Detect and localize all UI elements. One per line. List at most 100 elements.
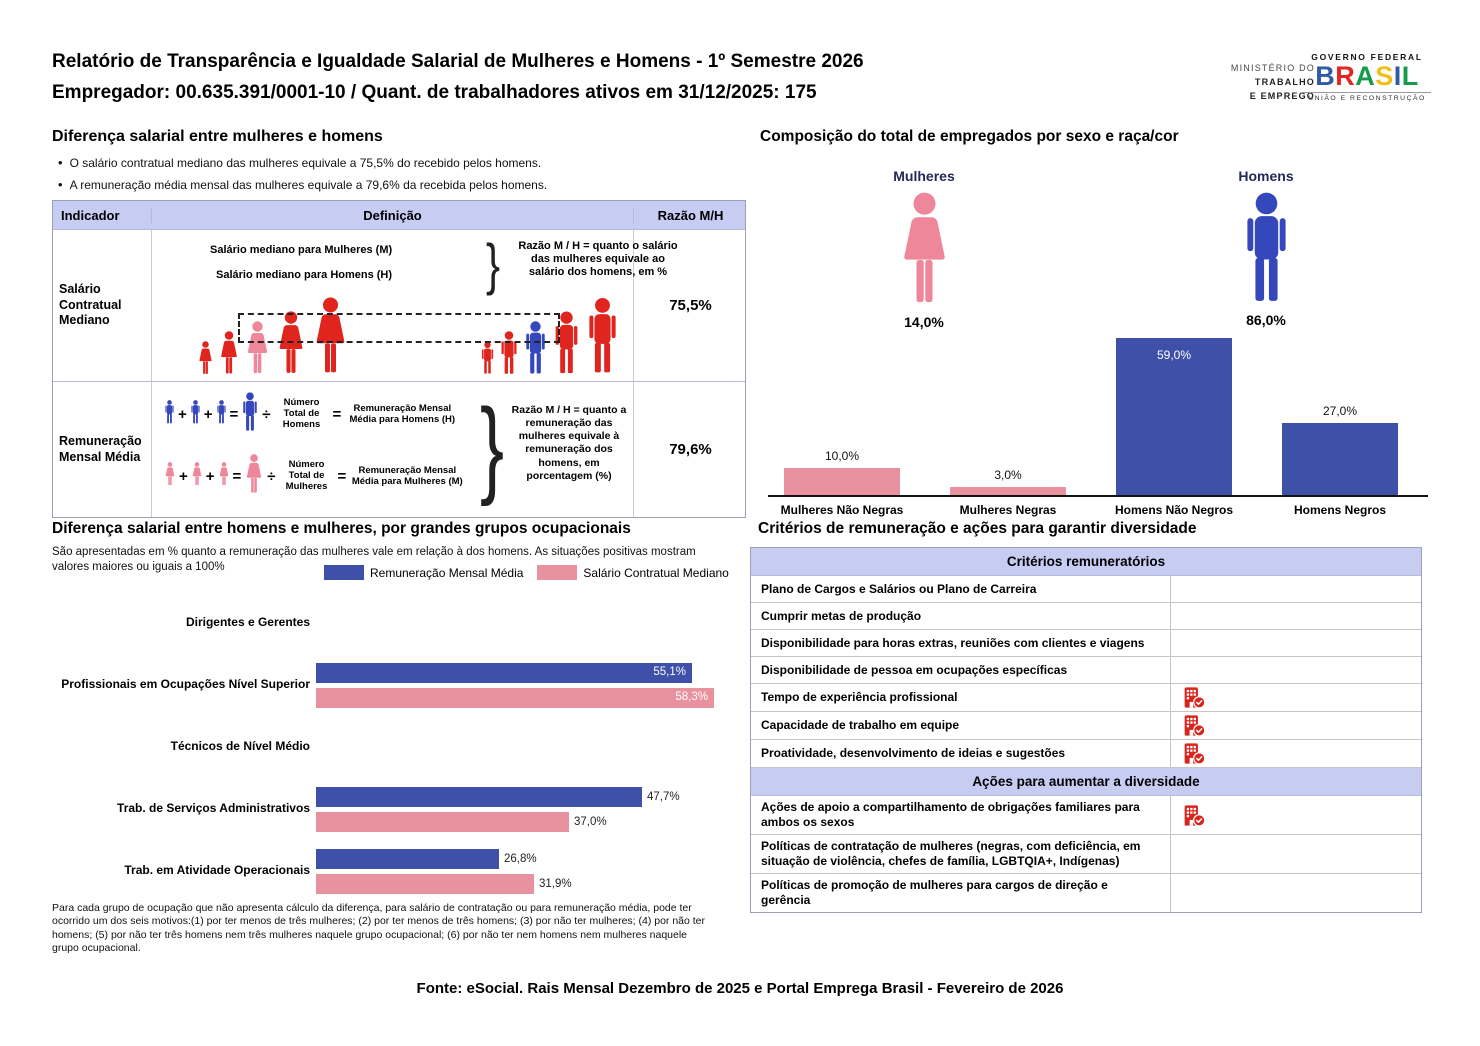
female-figure-icon [164, 462, 176, 491]
men-percentage: 86,0% [1246, 312, 1286, 328]
bar-value-label: 55,1% [653, 665, 686, 678]
legend-item-mean: Remuneração Mensal Média [324, 565, 523, 580]
female-figure-icon [164, 462, 176, 486]
chart-legend: Remuneração Mensal Média Salário Contrat… [324, 565, 729, 580]
brasil-logo-letter: S [1375, 61, 1394, 91]
bar-value-label: 59,0% [1156, 348, 1192, 362]
women-divisor-label: Número Total de Mulheres [285, 459, 328, 492]
criteria-label: Tempo de experiência profissional [751, 684, 1171, 711]
section-title-salary-diff: Diferença salarial entre mulheres e home… [52, 128, 383, 145]
women-mean-formula: + + = ÷ Número Total de Mulheres = Remun… [164, 454, 465, 499]
composition-bar [1116, 338, 1232, 495]
criteria-section-header: Ações para aumentar a diversidade [751, 768, 1421, 796]
composition-chart: 10,0% Mulheres Não Negras 3,0% Mulheres Neg… [768, 336, 1428, 517]
criteria-empty-cell [1171, 874, 1421, 912]
female-figure-icon [218, 462, 230, 491]
plus-operator: + [203, 406, 213, 423]
occupation-bars [316, 725, 753, 770]
gov-logo-bottom-text: UNIÃO E RECONSTRUÇÃO [1303, 92, 1431, 102]
legend-label: Remuneração Mensal Média [370, 565, 524, 580]
male-figure-icon [216, 400, 227, 429]
governo-federal-logo: GOVERNO FEDERAL BRASIL UNIÃO E RECONSTRU… [1303, 52, 1431, 102]
criteria-label: Disponibilidade para horas extras, reuni… [751, 630, 1171, 656]
equals-operator: = [232, 468, 242, 485]
equals-operator: = [332, 406, 342, 423]
ministry-line: MINISTÉRIO DO [1230, 63, 1315, 73]
criteria-table: Critérios remuneratórios Plano de Cargos … [750, 547, 1422, 913]
female-figure-icon [244, 454, 264, 494]
men-result-label: Remuneração Mensal Média para Homens (H) [349, 402, 456, 425]
divide-operator: ÷ [262, 406, 271, 423]
equals-operator: = [229, 406, 239, 423]
occupational-row: Técnicos de Nível Médio [52, 716, 753, 778]
col-header-indicador: Indicador [61, 207, 120, 223]
table-row-mean-remuneration: Remuneração Mensal Média + + = ÷ Número … [53, 381, 745, 517]
criteria-row: Disponibilidade para horas extras, reuni… [751, 630, 1421, 657]
bar-line: 47,7% [316, 786, 753, 807]
ratio-definition-note: Razão M / H = quanto o salário das mulhe… [518, 240, 678, 279]
criteria-row: Capacidade de trabalho em equipe [751, 712, 1421, 740]
bar-value-label: 58,3% [675, 690, 708, 703]
criteria-empty-cell [1171, 630, 1421, 656]
criteria-label: Políticas de contratação de mulheres (ne… [751, 835, 1171, 873]
male-figure-icon [164, 400, 175, 429]
salary-diff-table: Indicador Definição Razão M/H Salário Co… [52, 200, 746, 518]
bar-category-label: Mulheres Não Negras [780, 503, 904, 517]
median-people-illustration [192, 291, 632, 375]
female-figure-icon [244, 454, 264, 499]
men-mean-formula: + + = ÷ Número Total de Homens = Remuner… [164, 392, 460, 437]
ratio-value: 75,5% [633, 230, 747, 381]
male-figure-icon [1241, 192, 1292, 304]
criteria-row: Políticas de contratação de mulheres (ne… [751, 835, 1421, 874]
criteria-empty-cell [1171, 835, 1421, 873]
occupation-label: Profissionais em Ocupações Nível Superio… [61, 677, 310, 692]
female-figure-icon [191, 462, 203, 491]
brace-glyph: } [480, 387, 505, 508]
occupational-bar: 55,1% [316, 662, 692, 683]
criteria-label: Capacidade de trabalho em equipe [751, 712, 1171, 739]
occupational-bar [316, 848, 499, 869]
criteria-empty-cell [1171, 576, 1421, 602]
composition-bar [784, 468, 900, 495]
criteria-row: Proatividade, desenvolvimento de ideias … [751, 740, 1421, 768]
page-title: Relatório de Transparência e Igualdade S… [52, 51, 864, 72]
occupational-row: Trab. de Serviços Administrativos 47,7% 37… [52, 778, 753, 840]
women-percentage: 14,0% [904, 314, 944, 330]
bar-line [316, 750, 753, 770]
criteria-row: Ações de apoio a compartilhamento de obr… [751, 796, 1421, 835]
occupation-label: Dirigentes e Gerentes [185, 615, 310, 630]
col-header-definicao: Definição [151, 207, 633, 223]
definition-cell: Salário mediano para Mulheres (M) Salári… [151, 230, 678, 381]
composition-men-block: Homens 86,0% [1200, 168, 1332, 328]
occupational-bar [316, 873, 534, 894]
bar-line: 58,3% [316, 687, 753, 708]
composition-bar [1282, 423, 1398, 495]
table-header-row: Indicador Definição Razão M/H [53, 201, 745, 229]
indicator-label: Remuneração Mensal Média [59, 433, 142, 464]
section-title-occupational: Diferença salarial entre homens e mulher… [52, 520, 631, 537]
criteria-section-header: Critérios remuneratórios [751, 548, 1421, 576]
men-divisor-label: Número Total de Homens [282, 397, 321, 430]
bar-line [316, 725, 753, 745]
occupational-row: Profissionais em Ocupações Nível Superio… [52, 654, 753, 716]
section-title-criteria: Critérios de remuneração e ações para ga… [758, 520, 1197, 537]
occupational-chart: Dirigentes e Gerentes Profissionais em Oc… [52, 592, 754, 902]
criteria-label: Proatividade, desenvolvimento de ideias … [751, 740, 1171, 767]
female-figure-icon [218, 331, 240, 375]
bar-line: 26,8% [316, 848, 753, 869]
brace-glyph: } [486, 232, 501, 296]
bar-value-label: 27,0% [1322, 404, 1358, 418]
legend-label: Salário Contratual Mediano [583, 565, 729, 580]
occupation-label: Trab. em Atividade Operacionais [124, 863, 310, 878]
source-footer: Fonte: eSocial. Rais Mensal Dezembro de … [416, 980, 1064, 997]
male-figure-icon [241, 392, 259, 432]
bar-category-label: Mulheres Negras [959, 503, 1057, 517]
composition-women-block: Mulheres 14,0% [858, 168, 990, 330]
ministry-line: E EMPREGO [1249, 90, 1315, 101]
women-result-label: Remuneração Mensal Média para Mulheres (… [351, 464, 463, 487]
brasil-logo-letter: A [1355, 61, 1376, 91]
divide-operator: ÷ [267, 468, 276, 485]
occupation-label: Técnicos de Nível Médio [170, 739, 310, 754]
section-title-composition: Composição do total de empregados por se… [760, 128, 1179, 145]
